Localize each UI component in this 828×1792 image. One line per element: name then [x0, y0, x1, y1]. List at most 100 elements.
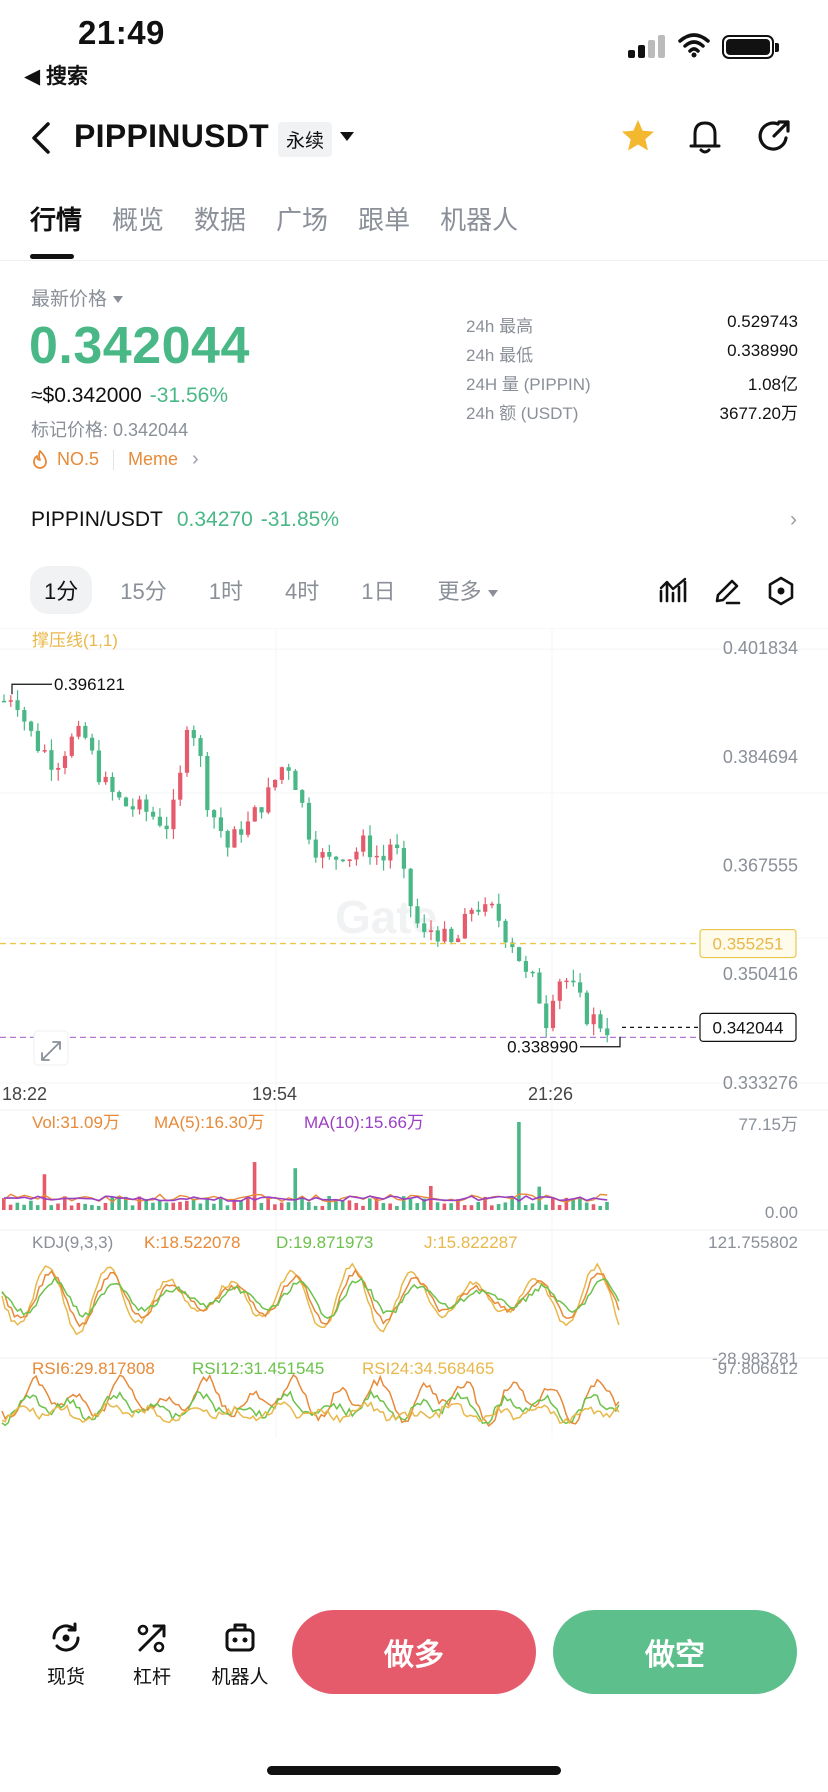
tab-data[interactable]: 数据 — [194, 205, 247, 235]
y-tick-label: 0.350416 — [723, 964, 798, 984]
pair-dropdown-caret-icon[interactable] — [340, 132, 354, 141]
volume-bar — [232, 1201, 237, 1210]
candle-body — [313, 839, 318, 858]
category-tag: Meme — [128, 449, 179, 469]
volume-ma10-label: MA(10):15.66万 — [304, 1113, 424, 1132]
volume-label: Vol:31.09万 — [32, 1113, 120, 1132]
last-price-tag-label: 0.342044 — [713, 1018, 784, 1037]
indicator-icon[interactable] — [658, 576, 688, 606]
volume-bar — [462, 1205, 467, 1210]
volume-bar — [449, 1203, 453, 1210]
tab-market[interactable]: 行情 — [30, 205, 83, 235]
low-marker-label: 0.338990 — [507, 1038, 578, 1057]
spot-swap-icon — [52, 1622, 80, 1652]
tab-square[interactable]: 广场 — [276, 205, 329, 235]
volume-bar — [29, 1200, 33, 1210]
candle-body — [489, 903, 495, 906]
volume-bar — [191, 1198, 196, 1210]
timeframe-4h[interactable]: 4时 — [284, 579, 320, 604]
draw-pencil-icon[interactable] — [712, 576, 742, 606]
volume-bar — [124, 1196, 128, 1210]
volume-bar — [246, 1198, 250, 1210]
candle-body — [584, 992, 589, 1025]
bot-button[interactable]: 机器人 — [200, 1620, 280, 1689]
candle-body — [361, 835, 366, 852]
candle-body — [157, 816, 162, 826]
candle-body — [415, 906, 420, 924]
settings-hexagon-icon[interactable] — [766, 576, 796, 606]
candle-body — [90, 737, 95, 751]
leverage-button[interactable]: 杠杆 — [112, 1620, 192, 1689]
volume-bar — [496, 1204, 501, 1210]
candle-body — [123, 797, 129, 807]
y-tick-label: 0.333276 — [723, 1073, 798, 1093]
volume-bar — [130, 1205, 135, 1210]
bell-icon[interactable] — [688, 118, 722, 156]
volume-bar — [503, 1202, 508, 1210]
rank-row[interactable]: NO.5 Meme › — [31, 448, 199, 471]
volume-bar — [8, 1204, 13, 1210]
volume-bar — [171, 1202, 176, 1210]
candle-body — [232, 829, 237, 848]
candle-body — [374, 855, 379, 858]
spot-label: 现货 — [46, 1667, 85, 1688]
candle-body — [286, 767, 291, 771]
bot-label: 机器人 — [211, 1667, 269, 1688]
volume-bar — [361, 1205, 365, 1210]
volume-bar — [63, 1196, 67, 1210]
candle-body — [537, 972, 542, 1004]
volume-bar — [76, 1202, 81, 1210]
back-to-search-link[interactable]: ◀ 搜索 — [24, 65, 88, 88]
chevron-down-icon — [487, 589, 498, 597]
y-tick-label: 0.367555 — [723, 856, 798, 876]
volume-bar — [340, 1201, 345, 1210]
candle-body — [245, 821, 251, 835]
kdj-y-tick: 121.755802 — [708, 1233, 798, 1252]
latest-price-selector[interactable]: 最新价格 — [31, 284, 124, 311]
chevron-right-icon: › — [790, 508, 797, 531]
timeframe-1h[interactable]: 1时 — [208, 579, 243, 604]
volume-bar — [517, 1122, 521, 1210]
long-button[interactable]: 做多 — [292, 1610, 536, 1694]
volume-bar — [334, 1200, 338, 1210]
candle-body — [381, 855, 386, 861]
favorite-star-icon[interactable] — [620, 118, 656, 154]
volume-bar — [388, 1203, 392, 1210]
candle-body — [320, 852, 325, 858]
volume-bar — [212, 1203, 216, 1210]
pair-title[interactable]: PIPPINUSDT — [74, 118, 270, 154]
candle-body — [69, 736, 74, 756]
candle-body — [388, 844, 393, 861]
volume-bar — [42, 1174, 47, 1210]
candle-body — [598, 1014, 603, 1029]
usd-price-row: ≈$0.342000 -31.56% — [31, 384, 228, 408]
timeframe-15m[interactable]: 15分 — [120, 579, 167, 604]
spot-pair-row[interactable]: PIPPIN/USDT 0.34270 -31.85% › — [31, 508, 797, 532]
volume-bar — [137, 1196, 142, 1210]
rsi12-label: RSI12:31.451545 — [192, 1359, 324, 1378]
tab-overview[interactable]: 概览 — [112, 205, 165, 235]
tab-copy-trade[interactable]: 跟单 — [358, 205, 411, 235]
spot-button[interactable]: 现货 — [26, 1620, 106, 1689]
kline-chart[interactable]: Gate 撑压线(1,1) 0.401834 0.384694 0.367555 0.35… — [0, 628, 828, 1578]
last-price: 0.342044 — [29, 317, 250, 375]
timeframe-more[interactable]: 更多 — [423, 566, 511, 614]
back-arrow-icon[interactable] — [28, 120, 56, 156]
volume-bar — [537, 1186, 542, 1210]
candle-body — [591, 1014, 596, 1025]
candle-body — [578, 982, 583, 993]
short-button[interactable]: 做空 — [553, 1610, 797, 1694]
resistance-tag-label: 0.355251 — [713, 935, 784, 954]
timeframe-1d[interactable]: 1日 — [361, 579, 396, 604]
chevron-down-icon — [113, 296, 124, 304]
resistance-tag — [699, 928, 797, 959]
spot-pair-name: PIPPIN/USDT — [31, 508, 163, 531]
wifi-icon — [678, 33, 710, 58]
last-price-tag — [699, 1012, 797, 1042]
kdj-d-line — [1, 1276, 620, 1320]
share-icon[interactable] — [756, 118, 792, 154]
candle-body — [103, 776, 108, 783]
tab-bots[interactable]: 机器人 — [440, 205, 519, 235]
timeframe-1m[interactable]: 1分 — [30, 566, 93, 614]
spot-change: -31.85% — [260, 508, 339, 531]
